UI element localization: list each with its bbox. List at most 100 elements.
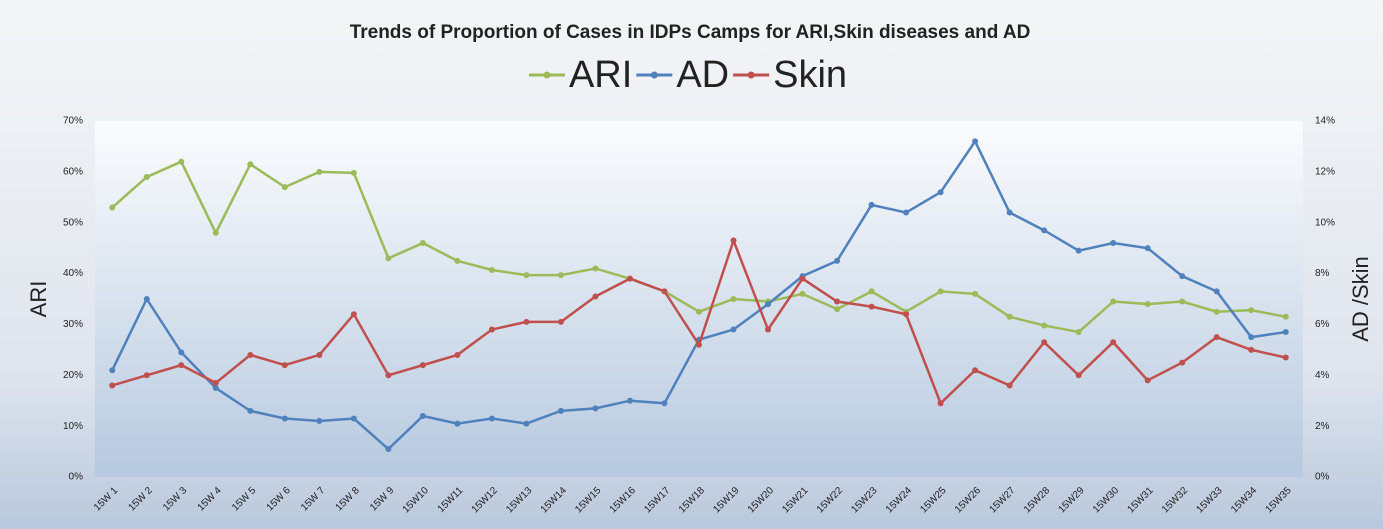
data-point	[903, 311, 910, 318]
data-point	[937, 288, 944, 295]
data-point	[488, 415, 495, 422]
legend-label: AD	[676, 54, 729, 96]
data-point	[212, 229, 219, 236]
data-point	[592, 293, 599, 300]
data-point	[316, 351, 323, 358]
data-point	[109, 367, 116, 374]
data-point	[1144, 301, 1151, 308]
legend-marker	[543, 71, 551, 79]
y-tick-label: 60%	[63, 166, 83, 177]
data-point	[212, 379, 219, 386]
legend-label: ARI	[569, 54, 632, 96]
data-point	[1110, 298, 1117, 305]
data-point	[557, 318, 564, 325]
y-axis-label: ARI	[26, 281, 51, 318]
data-point	[281, 184, 288, 191]
data-point	[1041, 227, 1048, 234]
data-point	[1179, 273, 1186, 280]
data-point	[799, 290, 806, 297]
data-point	[626, 397, 633, 404]
data-point	[1006, 313, 1013, 320]
data-point	[316, 168, 323, 175]
y2-tick-label: 12%	[1315, 166, 1335, 177]
data-point	[1110, 240, 1117, 247]
data-point	[419, 362, 426, 369]
data-point	[178, 158, 185, 165]
y2-tick-label: 14%	[1315, 116, 1335, 127]
data-point	[972, 290, 979, 297]
data-point	[247, 351, 254, 358]
data-point	[1144, 377, 1151, 384]
data-point	[247, 407, 254, 414]
data-point	[937, 189, 944, 196]
y2-tick-label: 2%	[1315, 421, 1330, 432]
data-point	[1213, 308, 1220, 315]
y-tick-label: 40%	[63, 268, 83, 279]
y2-tick-label: 10%	[1315, 217, 1335, 228]
y-tick-label: 10%	[63, 421, 83, 432]
data-point	[1248, 334, 1255, 341]
data-point	[281, 415, 288, 422]
data-point	[834, 257, 841, 264]
data-point	[488, 326, 495, 333]
data-point	[557, 272, 564, 279]
y-tick-label: 50%	[63, 217, 83, 228]
data-point	[1248, 346, 1255, 353]
data-point	[523, 318, 530, 325]
data-point	[1144, 245, 1151, 252]
data-point	[178, 362, 185, 369]
data-point	[1248, 307, 1255, 314]
data-point	[454, 420, 461, 427]
chart-title: Trends of Proportion of Cases in IDPs Ca…	[350, 22, 1031, 43]
data-point	[592, 265, 599, 272]
data-point	[1110, 339, 1117, 346]
data-point	[1006, 382, 1013, 389]
data-point	[454, 351, 461, 358]
data-point	[1075, 372, 1082, 379]
data-point	[1179, 359, 1186, 366]
data-point	[454, 257, 461, 264]
data-point	[765, 301, 772, 308]
data-point	[316, 418, 323, 425]
data-point	[178, 349, 185, 356]
y-tick-label: 30%	[63, 319, 83, 330]
data-point	[834, 306, 841, 313]
data-point	[1213, 334, 1220, 341]
data-point	[1282, 313, 1289, 320]
data-point	[696, 341, 702, 348]
data-point	[765, 326, 772, 333]
data-point	[868, 303, 875, 310]
data-point	[350, 311, 357, 318]
data-point	[661, 288, 668, 295]
y2-tick-label: 8%	[1315, 268, 1330, 279]
data-point	[419, 240, 426, 247]
data-point	[212, 385, 219, 391]
data-point	[385, 446, 392, 453]
data-point	[730, 296, 737, 302]
data-point	[109, 382, 116, 389]
data-point	[143, 173, 150, 180]
data-point	[523, 420, 530, 427]
data-point	[1213, 288, 1220, 295]
y2-axis-label: AD /Skin	[1348, 256, 1373, 342]
data-point	[385, 372, 392, 379]
data-point	[730, 326, 737, 333]
data-point	[696, 308, 702, 315]
data-point	[1282, 329, 1289, 336]
data-point	[868, 201, 875, 208]
y2-tick-label: 6%	[1315, 319, 1330, 330]
data-point	[868, 288, 875, 295]
data-point	[972, 138, 979, 145]
data-point	[1075, 247, 1082, 254]
data-point	[419, 412, 426, 419]
data-point	[834, 298, 841, 305]
data-point	[350, 169, 357, 176]
data-point	[281, 362, 288, 369]
data-point	[1041, 339, 1048, 346]
data-point	[350, 415, 357, 422]
data-point	[972, 367, 979, 374]
plot-area	[95, 121, 1303, 477]
data-point	[903, 209, 910, 216]
